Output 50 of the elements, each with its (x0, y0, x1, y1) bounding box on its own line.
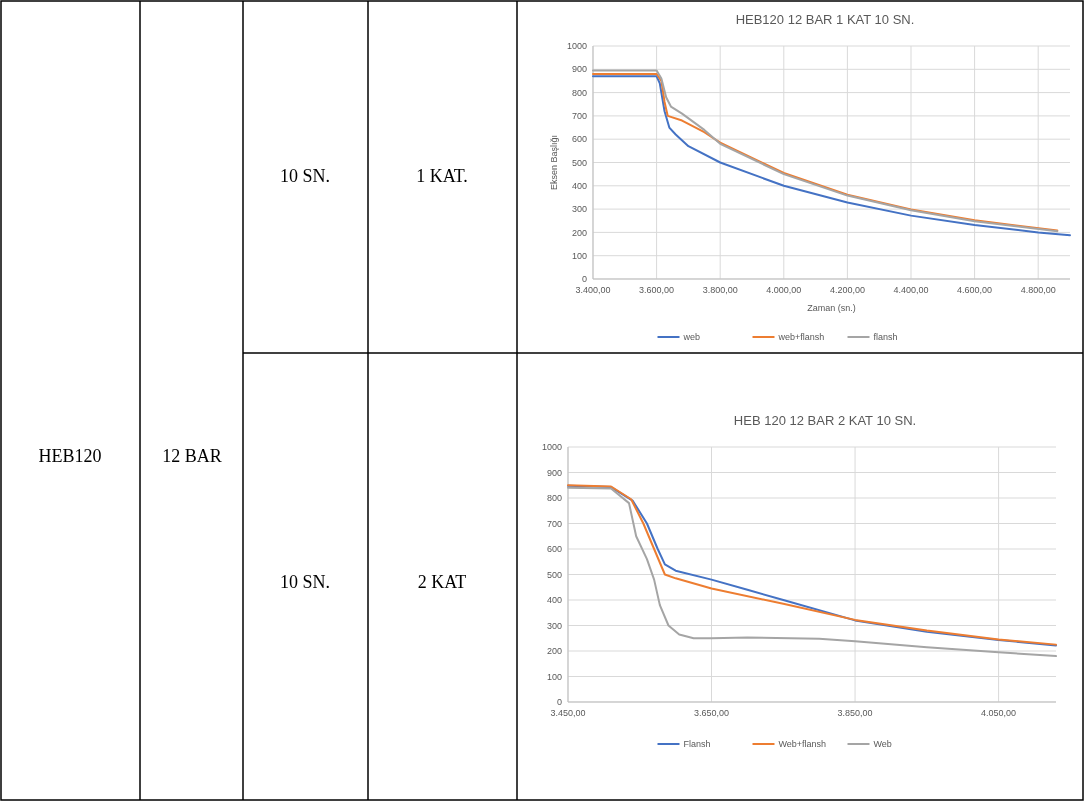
text: 12 BAR (162, 446, 222, 466)
y-tick-label: 700 (571, 111, 587, 122)
y-tick-label: 500 (546, 569, 562, 580)
x-tick-label: 3.850,00 (837, 708, 873, 718)
x-tick-label: 4.400,00 (893, 285, 929, 295)
y-tick-label: 0 (581, 274, 587, 285)
y-tick-label: 900 (546, 467, 562, 478)
y-tick-label: 500 (571, 157, 587, 168)
y-tick-label: 200 (571, 227, 587, 238)
y-tick-label: 800 (571, 87, 587, 98)
y-tick-label: 700 (546, 518, 562, 529)
text: 10 SN. (279, 166, 331, 186)
legend-label: Web+flansh (778, 739, 827, 750)
x-tick-label: 4.200,00 (829, 285, 865, 295)
y-tick-label: 400 (571, 180, 587, 191)
y-tick-label: 100 (546, 671, 562, 682)
y-tick-label: 0 (556, 697, 562, 708)
text: 2 KAT (417, 572, 467, 592)
y-tick-label: 400 (546, 595, 562, 606)
y-tick-label: 600 (571, 134, 587, 145)
y-axis-title: Eksen Başlığı (549, 134, 559, 191)
text: 1 KAT. (416, 166, 468, 186)
x-tick-label: 3.650,00 (694, 708, 730, 718)
legend-label: web+flansh (777, 332, 825, 343)
chart-title: HEB120 12 BAR 1 KAT 10 SN. (735, 12, 915, 27)
x-tick-label: 4.800,00 (1020, 285, 1056, 295)
legend-label: Web (873, 739, 892, 750)
legend-label: flansh (873, 332, 898, 343)
y-tick-label: 200 (546, 646, 562, 657)
y-tick-label: 600 (546, 544, 562, 555)
y-tick-label: 100 (571, 250, 587, 261)
x-tick-label: 4.600,00 (957, 285, 993, 295)
y-tick-label: 800 (546, 493, 562, 504)
x-tick-label: 4.000,00 (766, 285, 802, 295)
y-tick-label: 1000 (541, 442, 562, 453)
chart-title: HEB 120 12 BAR 2 KAT 10 SN. (733, 413, 917, 428)
x-tick-label: 3.800,00 (702, 285, 738, 295)
x-tick-label: 3.600,00 (639, 285, 675, 295)
legend-label: Flansh (683, 739, 711, 750)
y-tick-label: 300 (546, 620, 562, 631)
x-tick-label: 3.450,00 (550, 708, 586, 718)
y-tick-label: 300 (571, 204, 587, 215)
x-tick-label: 4.050,00 (981, 708, 1017, 718)
y-tick-label: 1000 (566, 41, 587, 52)
y-tick-label: 900 (571, 64, 587, 75)
x-axis-title: Zaman (sn.) (807, 303, 856, 313)
text: HEB120 (38, 446, 102, 466)
x-tick-label: 3.400,00 (575, 285, 611, 295)
legend-label: web (682, 332, 701, 343)
text: 10 SN. (279, 572, 331, 592)
